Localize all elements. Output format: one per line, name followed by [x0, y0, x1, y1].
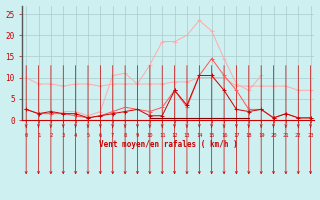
X-axis label: Vent moyen/en rafales ( km/h ): Vent moyen/en rafales ( km/h ) [99, 140, 238, 149]
